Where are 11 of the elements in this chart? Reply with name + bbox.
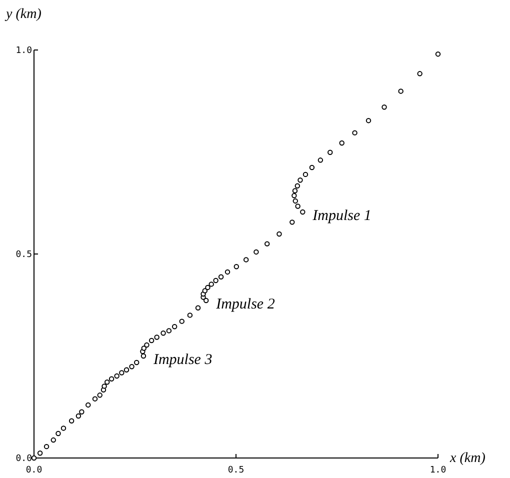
annotation: Impulse 1 — [312, 208, 372, 224]
x-tick-label: 0.5 — [228, 465, 244, 476]
x-tick-label: 0.0 — [26, 465, 42, 476]
annotation: Impulse 3 — [152, 352, 212, 368]
y-tick-label: 0.5 — [16, 250, 32, 260]
y-tick-label: 0.0 — [16, 454, 32, 464]
x-axis-title: x (km) — [449, 451, 486, 466]
y-tick-label: 1.0 — [16, 46, 32, 56]
x-tick-label: 1.0 — [430, 465, 446, 476]
annotation: Impulse 2 — [215, 296, 276, 313]
y-axis-title: y (km) — [4, 7, 42, 22]
